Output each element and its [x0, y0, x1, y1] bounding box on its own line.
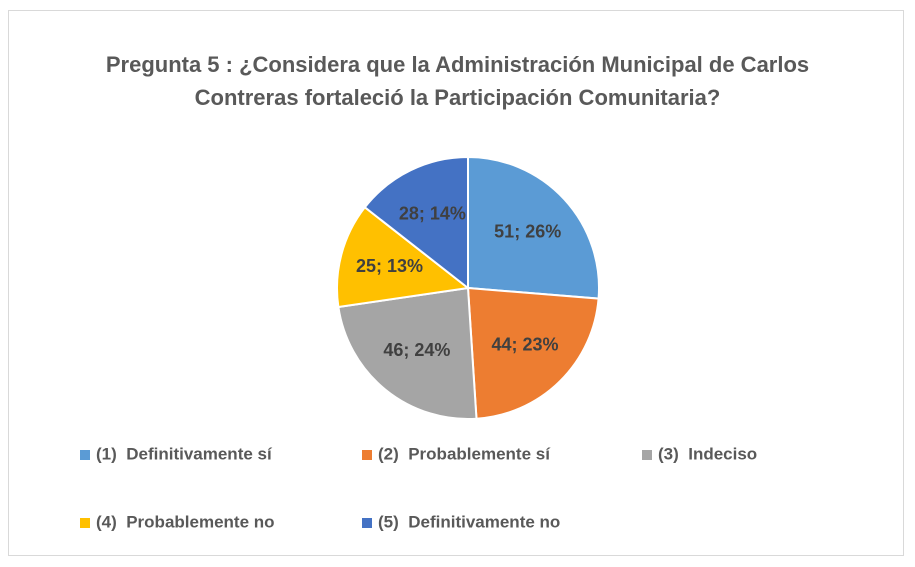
pie-slice: [337, 286, 478, 420]
legend-label: (4) Probablemente no: [96, 512, 275, 531]
data-label: 51; 26%: [494, 222, 561, 242]
legend-label: (2) Probablemente sí: [378, 444, 551, 463]
legend-swatch: [362, 450, 372, 460]
pie-slice: [467, 155, 600, 300]
data-label: 25; 13%: [356, 256, 423, 276]
legend-swatch: [80, 518, 90, 528]
pie-slice: [336, 205, 471, 309]
data-label: 46; 24%: [383, 340, 450, 360]
data-label: 44; 23%: [491, 335, 558, 355]
legend-swatch: [80, 450, 90, 460]
pie-slice: [363, 155, 469, 291]
chart-frame: [8, 10, 904, 556]
data-label: 28; 14%: [399, 204, 466, 224]
chart-title: Pregunta 5 : ¿Considera que la Administr…: [105, 52, 810, 110]
legend-label: (3) Indeciso: [658, 444, 757, 463]
legend-label: (1) Definitivamente sí: [96, 444, 273, 463]
legend-swatch: [642, 450, 652, 460]
pie-slice: [466, 286, 600, 420]
legend-swatch: [362, 518, 372, 528]
legend-label: (5) Definitivamente no: [378, 512, 560, 531]
